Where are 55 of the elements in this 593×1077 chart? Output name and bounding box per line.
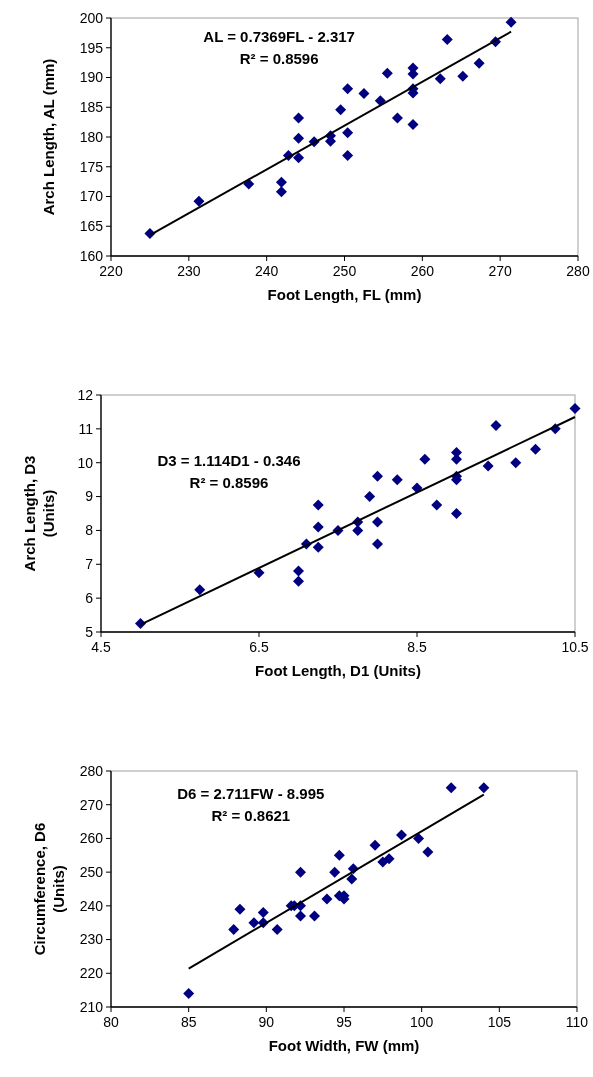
y-tick-label: 280 xyxy=(79,762,104,779)
annotation: R² = 0.8596 xyxy=(239,49,319,67)
x-tick-label: 95 xyxy=(336,1014,352,1030)
y-tick-label: 200 xyxy=(79,9,104,26)
x-axis-title: Foot Length, D1 (Units) xyxy=(255,662,421,679)
y-tick-label: 230 xyxy=(79,931,104,948)
annotation: R² = 0.8596 xyxy=(189,474,269,492)
y-tick-label: 180 xyxy=(79,128,104,145)
y-tick-label: 9 xyxy=(85,488,94,505)
x-tick-label: 90 xyxy=(258,1014,275,1030)
annotation: D6 = 2.711FW - 8.995 xyxy=(177,785,325,803)
x-tick-label: 250 xyxy=(332,263,357,279)
y-tick-label: 240 xyxy=(79,897,104,914)
annotation: AL = 0.7369FL - 2.317 xyxy=(203,27,355,45)
x-tick-label: 270 xyxy=(488,263,513,279)
x-tick-label: 10.5 xyxy=(561,639,589,655)
y-tick-label: 5 xyxy=(85,623,94,640)
x-tick-label: 85 xyxy=(180,1014,197,1030)
x-axis-title: Foot Length, FL (mm) xyxy=(267,286,422,303)
y-tick-label: 195 xyxy=(79,39,104,56)
x-tick-label: 240 xyxy=(254,263,279,279)
y-tick-label: 210 xyxy=(79,998,104,1015)
y-tick-label: 8 xyxy=(85,522,94,539)
x-axis-title: Foot Width, FW (mm) xyxy=(268,1037,420,1054)
y-axis-title: Arch Length, D3 (Units) xyxy=(20,455,57,572)
y-tick-label: 7 xyxy=(85,556,94,573)
x-tick-label: 6.5 xyxy=(249,639,269,655)
y-tick-label: 175 xyxy=(79,158,104,175)
x-tick-label: 4.5 xyxy=(91,639,111,655)
x-tick-label: 220 xyxy=(99,263,123,279)
y-tick-label: 11 xyxy=(78,420,94,437)
y-tick-label: 250 xyxy=(79,864,104,881)
x-tick-label: 230 xyxy=(177,263,201,279)
x-tick-label: 110 xyxy=(565,1014,589,1030)
y-tick-label: 185 xyxy=(79,99,104,116)
x-tick-label: 280 xyxy=(566,263,590,279)
y-tick-label: 170 xyxy=(79,188,104,205)
annotation: D3 = 1.114D1 - 0.346 xyxy=(157,452,301,470)
x-tick-label: 260 xyxy=(410,263,435,279)
y-tick-label: 190 xyxy=(79,69,104,86)
y-tick-label: 12 xyxy=(77,386,94,403)
y-tick-label: 220 xyxy=(79,965,104,982)
y-tick-label: 6 xyxy=(85,590,94,607)
x-tick-label: 105 xyxy=(487,1014,512,1030)
y-tick-label: 165 xyxy=(79,218,104,235)
annotation: R² = 0.8621 xyxy=(211,807,291,825)
x-tick-label: 8.5 xyxy=(407,639,427,655)
y-tick-label: 270 xyxy=(79,796,104,813)
y-axis-title: Arch Length, AL (mm) xyxy=(40,58,57,216)
y-tick-label: 160 xyxy=(79,247,104,264)
y-tick-label: 260 xyxy=(79,830,104,847)
y-axis-title: Circumference, D6 (Units) xyxy=(30,822,67,956)
x-tick-label: 80 xyxy=(103,1014,119,1030)
y-tick-label: 10 xyxy=(77,454,94,471)
x-tick-label: 100 xyxy=(409,1014,434,1030)
